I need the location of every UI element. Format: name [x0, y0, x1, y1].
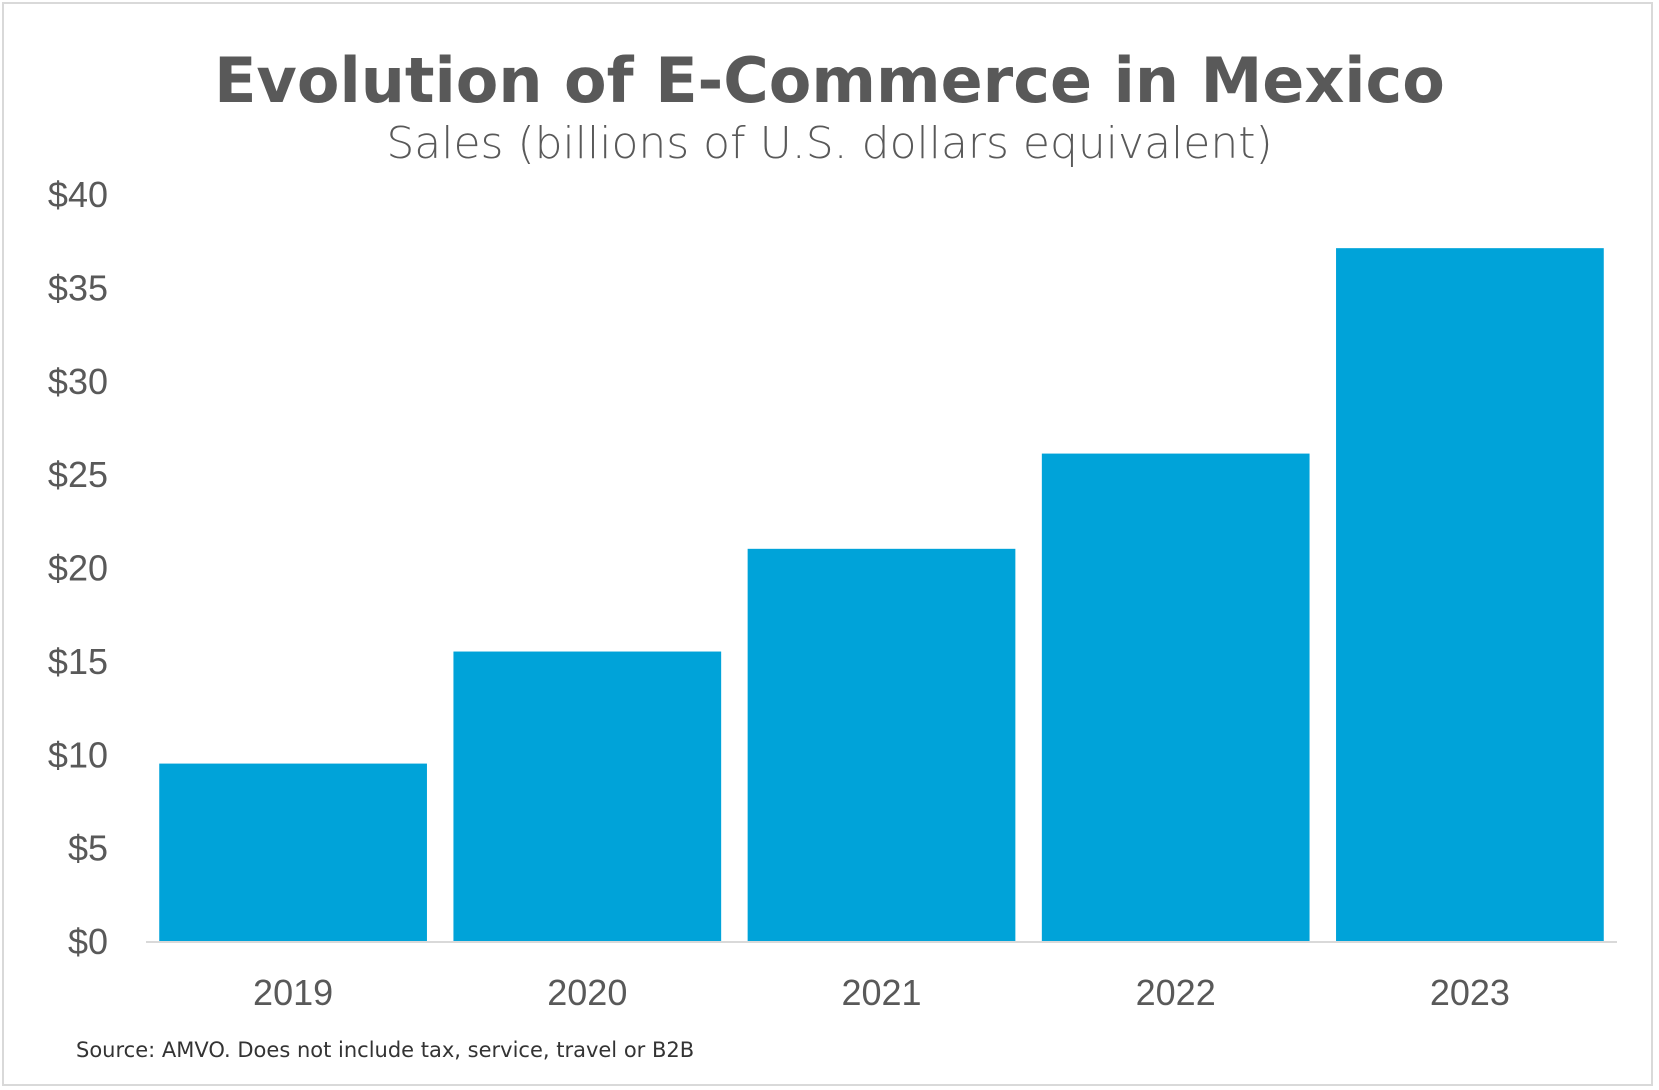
y-tick-label: $0: [68, 921, 108, 962]
y-tick-label: $5: [68, 828, 108, 869]
source-note: Source: AMVO. Does not include tax, serv…: [76, 1038, 695, 1062]
bar-2022: [1041, 453, 1310, 941]
x-tick-label: 2022: [1136, 972, 1216, 1013]
chart-subtitle: Sales (billions of U.S. dollars equivale…: [386, 118, 1273, 169]
x-tick-label: 2019: [253, 972, 333, 1013]
y-tick-label: $35: [48, 267, 108, 308]
y-tick-label: $30: [48, 361, 108, 402]
y-tick-label: $15: [48, 641, 108, 682]
y-tick-label: $10: [48, 734, 108, 775]
bar-2023: [1336, 248, 1604, 942]
bar-2021: [747, 548, 1016, 941]
chart-title: Evolution of E-Commerce in Mexico: [214, 44, 1445, 117]
y-tick-label: $40: [48, 174, 108, 215]
bar-2019: [159, 763, 427, 941]
y-tick-label: $25: [48, 454, 108, 495]
y-tick-label: $20: [48, 548, 108, 589]
x-tick-label: 2021: [841, 972, 921, 1013]
bar-2020: [453, 651, 722, 941]
x-tick-label: 2020: [547, 972, 627, 1013]
x-tick-label: 2023: [1430, 972, 1510, 1013]
